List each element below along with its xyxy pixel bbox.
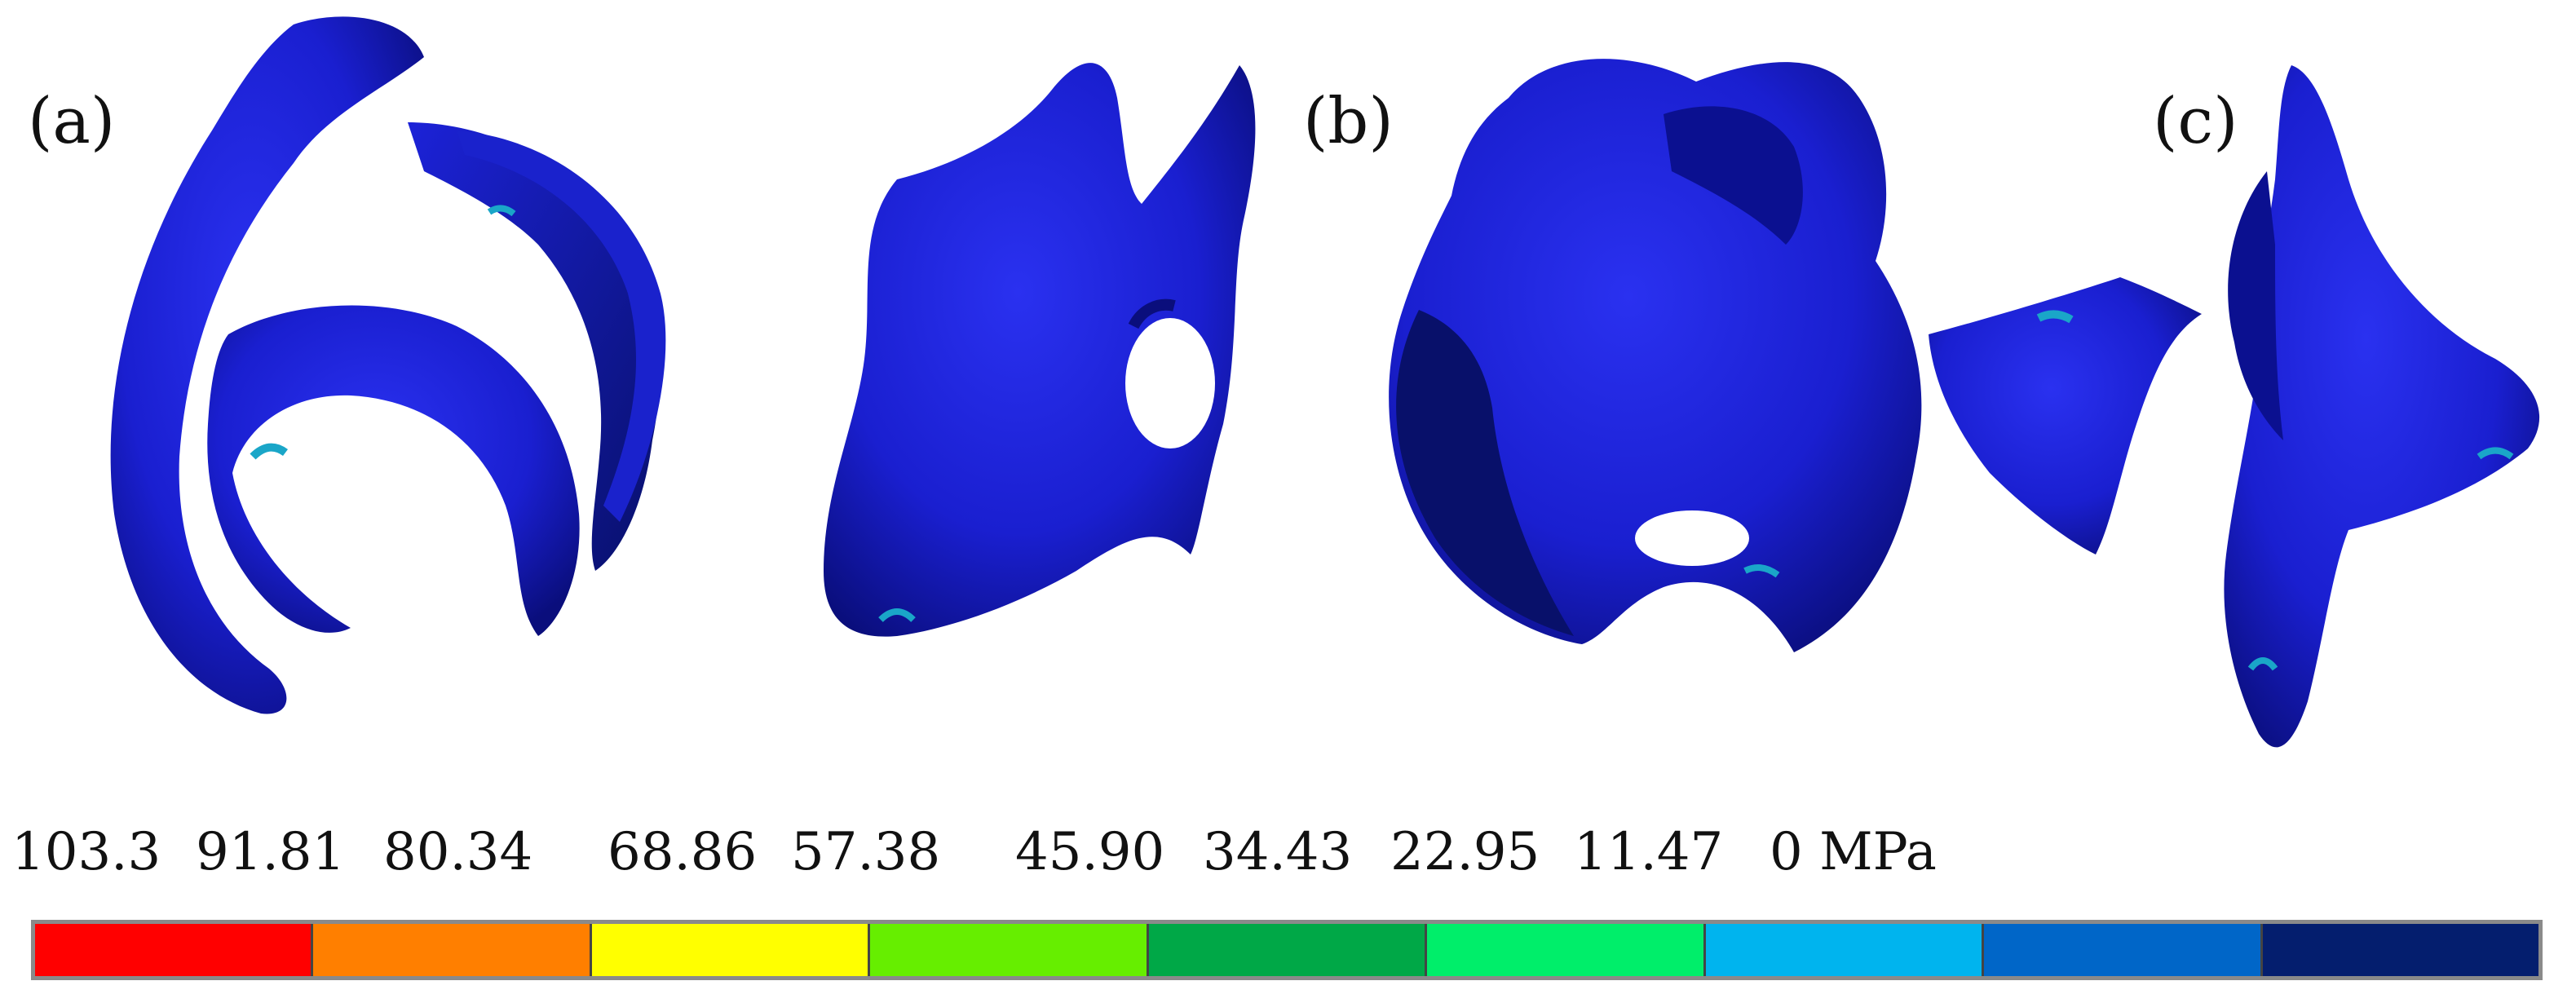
colorbar-segment — [1984, 924, 2263, 976]
tick-label: 0 MPa — [1770, 822, 1937, 882]
model-c-large — [2224, 65, 2540, 748]
panel-label-b: (b) — [1303, 85, 1394, 158]
model-c-large-shape — [2224, 65, 2540, 748]
tick-label: 68.86 — [608, 822, 758, 882]
model-b-hole — [1635, 510, 1749, 566]
tick-label: 57.38 — [791, 822, 941, 882]
model-a-inner-arc — [207, 305, 580, 636]
tick-label: 34.43 — [1203, 822, 1353, 882]
model-a-body-hole — [1125, 318, 1215, 448]
colorbar-segment — [1705, 924, 1985, 976]
tick-label: 45.90 — [1015, 822, 1165, 882]
panel-label-c: (c) — [2153, 85, 2238, 158]
model-b-dark-fold — [1396, 310, 1574, 636]
panel-label-a: (a) — [28, 85, 116, 158]
tick-label: 91.81 — [196, 822, 346, 882]
stress-render-figure — [110, 16, 2540, 748]
model-c-small-shape — [1929, 277, 2202, 555]
model-c-large-fin — [2228, 171, 2283, 440]
colorbar-segment — [1427, 924, 1706, 976]
model-b — [1389, 59, 1922, 653]
tick-label: 103.3 — [11, 822, 161, 882]
model-a-left-arc — [110, 16, 424, 714]
model-a-body — [824, 63, 1256, 637]
colorbar-tick-labels: 103.3 91.81 80.34 68.86 57.38 45.90 34.4… — [0, 822, 2576, 895]
model-c-small — [1929, 277, 2202, 555]
colorbar-segment — [313, 924, 592, 976]
stress-colorbar — [31, 920, 2543, 980]
colorbar-segment — [870, 924, 1149, 976]
model-a — [110, 16, 666, 714]
tick-label: 22.95 — [1390, 822, 1540, 882]
colorbar-segment — [591, 924, 871, 976]
model-a-body-shape — [824, 63, 1256, 637]
model-b-upper-dark — [1664, 106, 1803, 245]
colorbar-segment — [2262, 924, 2538, 976]
colorbar-segment — [1148, 924, 1428, 976]
tick-label: 11.47 — [1574, 822, 1724, 882]
model-a-right-outer — [457, 130, 666, 522]
colorbar-segment — [35, 924, 314, 976]
tick-label: 80.34 — [383, 822, 533, 882]
